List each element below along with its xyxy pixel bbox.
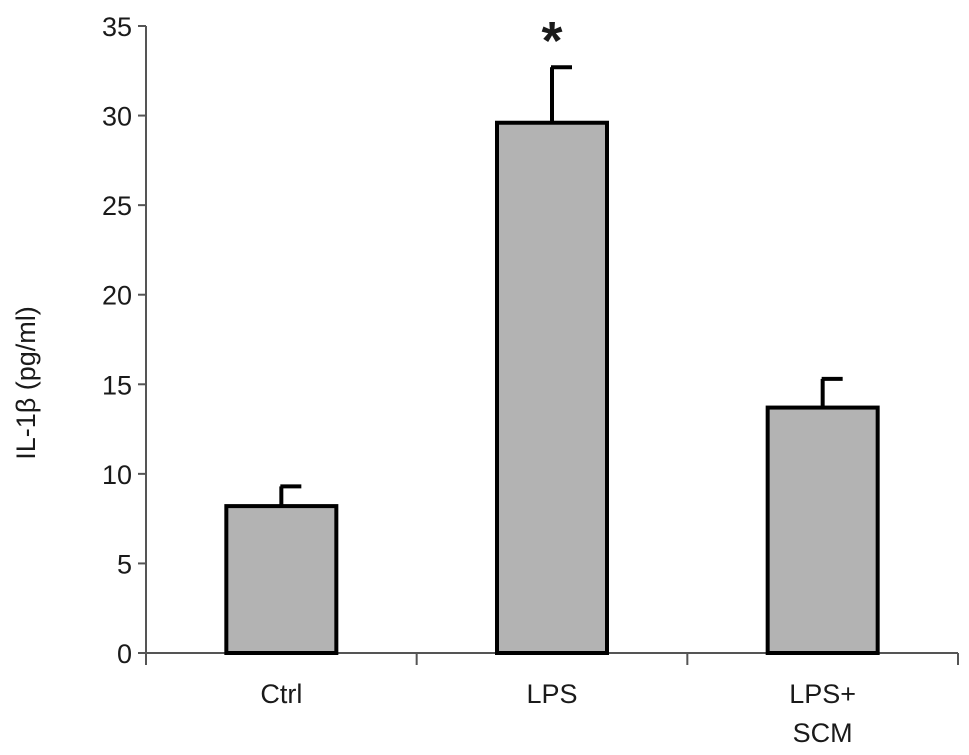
x-tick-labels: Ctrl LPS LPS+ SCM [260, 679, 856, 748]
y-tick-label: 15 [102, 370, 132, 400]
x-tick-label: LPS+ [789, 679, 856, 709]
y-tick-label: 10 [102, 460, 132, 490]
x-tick-label: SCM [793, 718, 853, 748]
x-tick-label: LPS [526, 679, 577, 709]
annotations-group: * [541, 11, 562, 71]
y-tick-label: 35 [102, 12, 132, 42]
error-bars-group [279, 65, 843, 507]
bar [765, 405, 880, 655]
bar [495, 120, 609, 656]
y-tick-label: 30 [102, 102, 132, 132]
x-tick-label: Ctrl [260, 679, 302, 709]
significance-marker: * [541, 11, 562, 71]
y-tick-label: 0 [117, 639, 132, 669]
bar [224, 504, 339, 655]
y-tick-label: 25 [102, 191, 132, 221]
y-axis-ticks: 0 5 10 15 20 25 30 35 [102, 12, 147, 669]
y-tick-label: 5 [117, 549, 132, 579]
y-axis-label: IL-1β (pg/ml) [11, 306, 41, 460]
y-tick-label: 20 [102, 281, 132, 311]
bars-group [224, 120, 880, 656]
